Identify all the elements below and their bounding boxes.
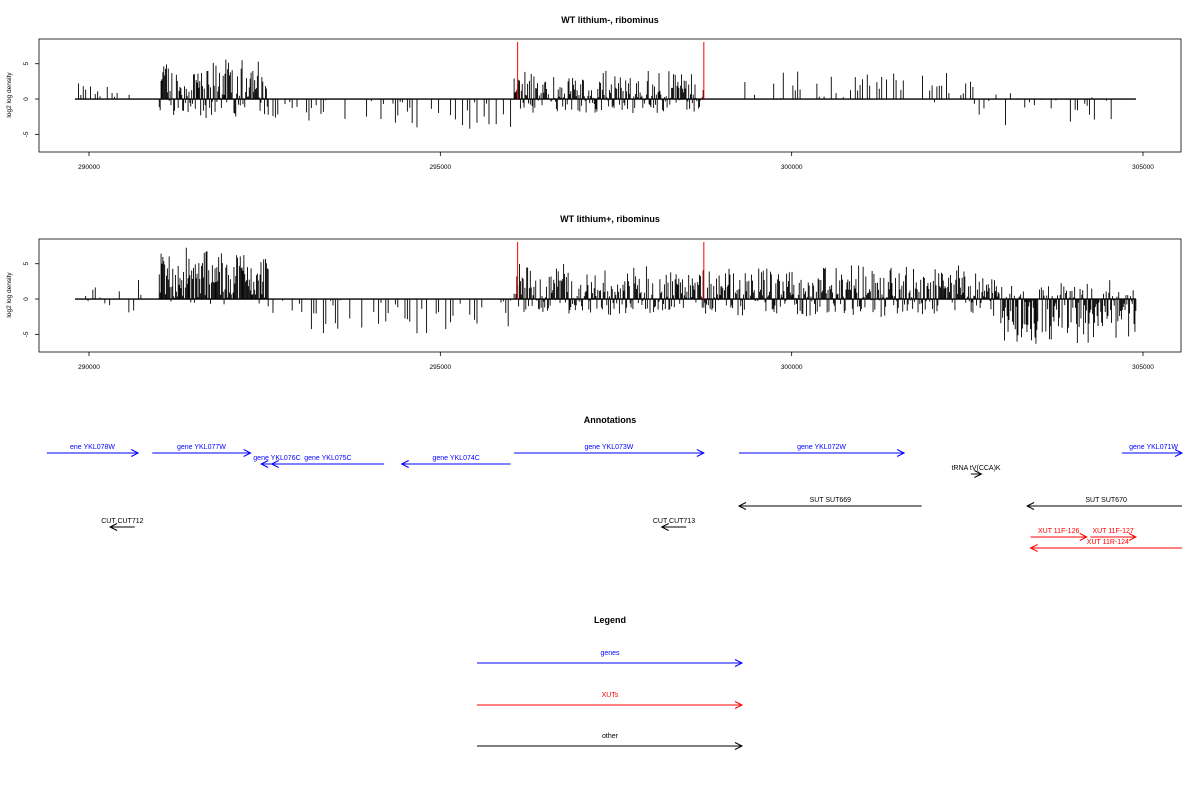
boundary-markers <box>517 242 705 300</box>
feature-label: CUT CUT712 <box>101 518 143 525</box>
y-axis-label: log2 log density <box>6 72 13 118</box>
feature-arrowhead <box>400 460 409 468</box>
feature-label: SUT SUT669 <box>810 497 852 504</box>
annotation-feature: SUT SUT670 <box>1025 497 1182 510</box>
feature-arrowhead <box>243 449 252 457</box>
annotation-feature: gene YKL072W <box>738 444 906 457</box>
feature-label: gene YKL074C <box>432 455 479 462</box>
x-tick-label: 290000 <box>78 364 100 371</box>
plot-frame <box>38 38 1182 153</box>
annotation-feature: gene YKL075C <box>270 455 385 468</box>
feature-arrowhead <box>737 502 747 510</box>
annotation-feature: gene YKL077W <box>152 444 252 457</box>
feature-arrowhead <box>896 449 906 457</box>
annotation-feature: SUT SUT669 <box>737 497 922 510</box>
x-tick-label: 290000 <box>78 164 100 171</box>
feature-label: tRNA tV(CCA)K <box>952 465 1001 472</box>
feature-arrowhead <box>108 523 118 531</box>
annotation-feature: XUT 11F-127 <box>1090 528 1138 541</box>
coverage-panel-lithium-minus: WT lithium-, ribominus log2 log density … <box>6 15 1182 171</box>
legend-item: other <box>477 733 744 750</box>
panel-title: WT lithium+, ribominus <box>560 214 660 224</box>
feature-label: gene YKL075C <box>304 455 351 462</box>
annotation-feature: XUT 11F-126 <box>1030 528 1088 541</box>
x-tick-label: 295000 <box>429 164 451 171</box>
y-tick-label: -5 <box>23 131 30 137</box>
legend-label: genes <box>600 650 620 657</box>
x-tick-label: 305000 <box>1132 364 1154 371</box>
annotation-feature: tRNA tV(CCA)K <box>952 465 1001 478</box>
feature-arrowhead <box>1025 502 1035 510</box>
annotation-feature: XUT 11R-124 <box>1029 539 1182 552</box>
boundary-markers <box>517 42 705 100</box>
legend-arrowhead <box>734 659 744 667</box>
axis-ticks: 290000 295000 300000 305000 -5 0 5 <box>23 262 1154 371</box>
y-tick-label: -5 <box>23 331 30 337</box>
feature-arrowhead <box>130 449 140 457</box>
annotation-feature: CUT CUT713 <box>653 518 695 531</box>
feature-list: ene YKL078W gene YKL077W gene YKL076C gene … <box>46 444 1184 552</box>
feature-arrowhead <box>1029 544 1038 552</box>
feature-label: gene YKL071W <box>1129 444 1178 451</box>
coverage-bars <box>74 59 1136 129</box>
feature-label: CUT CUT713 <box>653 518 695 525</box>
feature-label: XUT 11F-127 <box>1092 528 1133 535</box>
feature-label: XUT 11R-124 <box>1087 539 1129 546</box>
feature-label: ene YKL078W <box>70 444 115 451</box>
axis-ticks: 290000 295000 300000 305000 -5 0 5 <box>23 62 1154 171</box>
legend-items: genes XUTs other <box>477 650 744 750</box>
annotation-feature: gene YKL071W <box>1121 444 1184 457</box>
feature-arrowhead <box>1174 449 1184 457</box>
x-tick-label: 300000 <box>781 364 803 371</box>
feature-label: gene YKL077W <box>177 444 226 451</box>
feature-label: gene YKL076C <box>253 455 300 462</box>
annotation-feature: gene YKL074C <box>400 455 511 468</box>
legend-label: XUTs <box>602 692 619 699</box>
panel-title: WT lithium-, ribominus <box>561 15 659 25</box>
annotation-feature: ene YKL078W <box>46 444 140 457</box>
feature-label: XUT 11F-126 <box>1038 528 1079 535</box>
feature-arrowhead <box>260 460 269 468</box>
legend-title: Legend <box>594 615 626 625</box>
feature-arrowhead <box>696 449 705 457</box>
y-tick-label: 0 <box>23 297 30 301</box>
legend-label: other <box>602 733 619 740</box>
y-tick-label: 5 <box>23 62 30 66</box>
annotations-title: Annotations <box>584 415 637 425</box>
annotation-feature: CUT CUT712 <box>101 518 144 531</box>
feature-label: gene YKL073W <box>585 444 634 451</box>
feature-arrowhead <box>1079 533 1088 541</box>
legend-arrowhead <box>734 701 744 709</box>
x-tick-label: 295000 <box>429 364 451 371</box>
feature-arrowhead <box>660 523 669 531</box>
plot-frame <box>38 238 1182 353</box>
x-tick-label: 300000 <box>781 164 803 171</box>
legend-item: XUTs <box>477 692 744 709</box>
y-tick-label: 5 <box>23 262 30 266</box>
legend-arrowhead <box>734 742 744 750</box>
coverage-panel-lithium-plus: WT lithium+, ribominus log2 log density … <box>6 214 1182 371</box>
coverage-bars <box>74 247 1137 344</box>
y-tick-label: 0 <box>23 97 30 101</box>
legend-item: genes <box>477 650 744 667</box>
annotations-track: Annotations ene YKL078W gene YKL077W gene … <box>46 415 1184 552</box>
feature-arrowhead <box>270 460 279 468</box>
y-axis-label: log2 log density <box>6 272 13 318</box>
annotation-feature: gene YKL073W <box>514 444 705 457</box>
legend: Legend genes XUTs other <box>477 615 744 750</box>
feature-label: SUT SUT670 <box>1085 497 1127 504</box>
x-tick-label: 305000 <box>1132 164 1154 171</box>
feature-label: gene YKL072W <box>797 444 846 451</box>
feature-arrowhead <box>974 470 983 478</box>
feature-arrowhead <box>1128 533 1138 541</box>
